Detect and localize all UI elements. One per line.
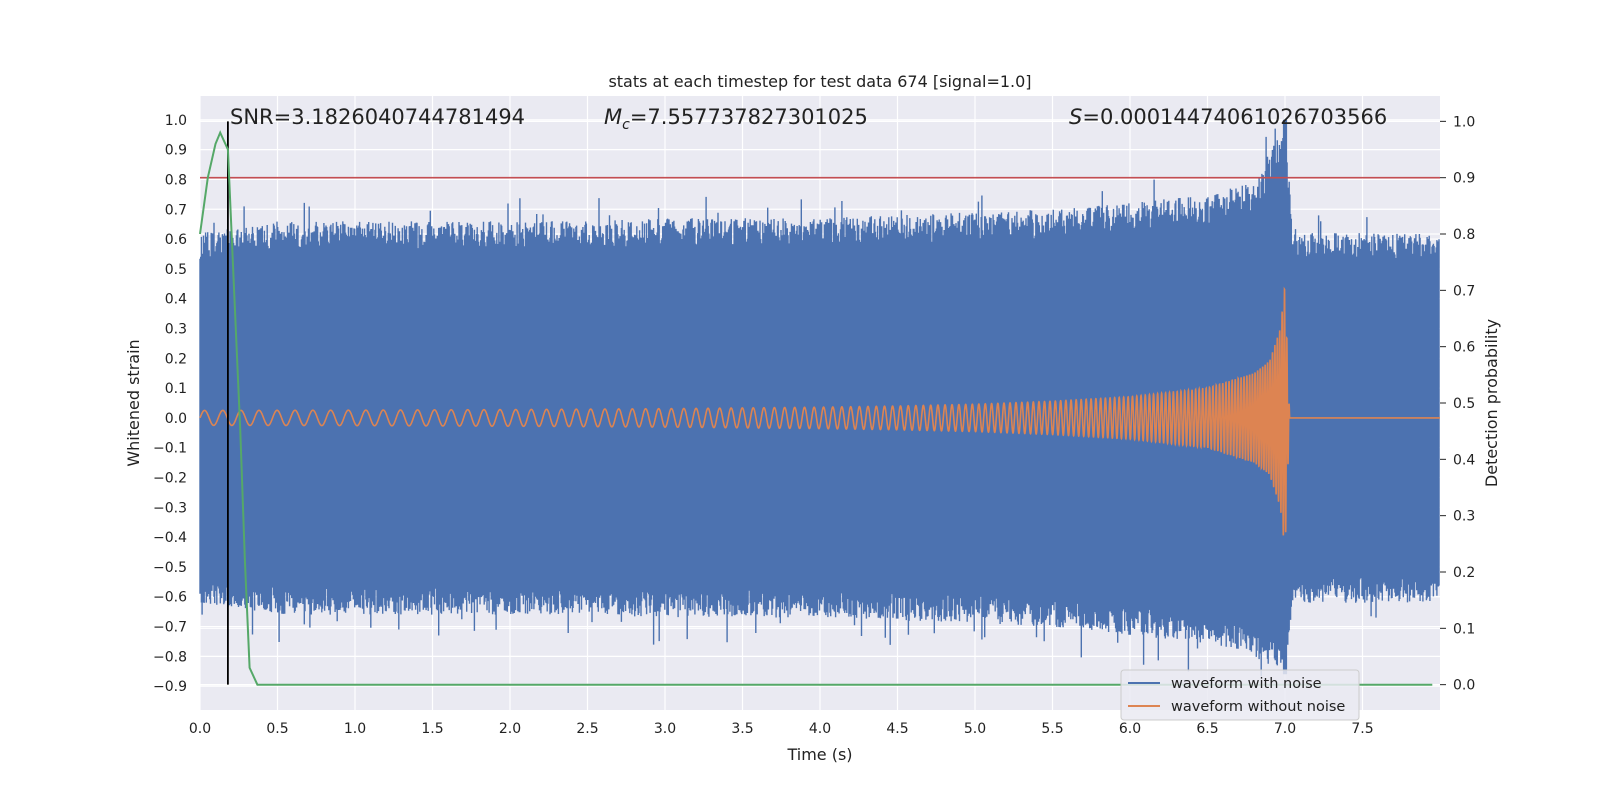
chirp-mass-value: =7.557737827301025 (630, 105, 868, 129)
x-tick-label: 0.5 (266, 721, 288, 737)
y-tick-label: −0.4 (153, 530, 187, 546)
snr-annotation: SNR=3.1826040744781494 (230, 105, 525, 129)
legend-box (1120, 669, 1360, 721)
x-tick-label: 4.5 (886, 721, 908, 737)
x-tick-label: 4.0 (809, 721, 831, 737)
x-tick-label: 2.0 (499, 721, 521, 737)
y-tick-label: −0.8 (153, 649, 187, 665)
y-tick-label: 0.5 (165, 262, 187, 278)
y2-tick-label: 0.9 (1453, 171, 1475, 187)
x-tick-label: 3.0 (654, 721, 676, 737)
y-tick-label: −0.5 (153, 560, 187, 576)
y2-tick-label: 0.7 (1453, 283, 1475, 299)
x-tick-label: 3.5 (731, 721, 753, 737)
y2-tick-label: 0.4 (1453, 452, 1475, 468)
y2-tick-label: 0.5 (1453, 396, 1475, 412)
y-axis-label: Whitened strain (124, 339, 143, 466)
y-tick-label: −0.9 (153, 679, 187, 695)
y-tick-label: 0.3 (165, 321, 187, 337)
s-value: =0.00014474061026703566 (1082, 105, 1387, 129)
y-tick-label: 1.0 (165, 113, 187, 129)
y2-tick-label: 0.3 (1453, 509, 1475, 525)
y-tick-label: 0.2 (165, 351, 187, 367)
clean-waveform-line (199, 286, 1440, 536)
legend: waveform with noise waveform without noi… (1120, 669, 1360, 721)
chirp-mass-annotation: Mc=7.557737827301025 (604, 105, 868, 133)
clean-waveform-layer (199, 286, 1440, 536)
x-tick-label: 2.5 (576, 721, 598, 737)
y-tick-label: −0.3 (153, 500, 187, 516)
y2-tick-label: 1.0 (1453, 114, 1475, 130)
y-tick-label: −0.6 (153, 590, 187, 606)
y-tick-label: 0.0 (165, 411, 187, 427)
y-tick-label: 0.8 (165, 172, 187, 188)
y-tick-label: 0.1 (165, 381, 187, 397)
x-tick-label: 5.0 (964, 721, 986, 737)
y-tick-label: 0.6 (165, 232, 187, 248)
y-tick-label: −0.2 (153, 471, 187, 487)
x-tick-label: 7.0 (1274, 721, 1296, 737)
x-tick-label: 1.5 (421, 721, 443, 737)
y-tick-label: 0.4 (165, 292, 187, 308)
x-tick-label: 6.5 (1196, 721, 1218, 737)
s-symbol: S (1069, 105, 1082, 129)
legend-noise-label: waveform with noise (1171, 676, 1322, 692)
x-tick-label: 1.0 (344, 721, 366, 737)
y-tick-label: −0.1 (153, 441, 187, 457)
y2-tick-label: 0.1 (1453, 621, 1475, 637)
y2-axis-label: Detection probability (1482, 319, 1501, 487)
chirp-mass-subscript: c (622, 117, 630, 133)
x-tick-label: 5.5 (1041, 721, 1063, 737)
legend-clean-label: waveform without noise (1171, 699, 1345, 715)
s-annotation: S=0.00014474061026703566 (1069, 105, 1387, 129)
y-tick-label: −0.7 (153, 620, 187, 636)
y-tick-label: 0.9 (165, 143, 187, 159)
ticks: 0.0 0.5 1.0 1.5 2.0 2.5 3.0 3.5 4.0 4.5 5.0 5.5 6.0 6… (153, 113, 1475, 737)
probability-layer (199, 121, 1440, 686)
x-axis-label: Time (s) (786, 745, 852, 764)
y2-tick-label: 0.2 (1453, 565, 1475, 581)
y2-tick-label: 0.0 (1453, 678, 1475, 694)
y2-tick-label: 0.6 (1453, 340, 1475, 356)
x-tick-label: 6.0 (1119, 721, 1141, 737)
y-tick-label: 0.7 (165, 202, 187, 218)
x-tick-label: 7.5 (1351, 721, 1373, 737)
chart-title: stats at each timestep for test data 674… (608, 72, 1031, 91)
y2-tick-label: 0.8 (1453, 227, 1475, 243)
chirp-mass-symbol: M (604, 105, 622, 129)
detection-probability-line (199, 130, 1433, 686)
x-tick-label: 0.0 (189, 721, 211, 737)
